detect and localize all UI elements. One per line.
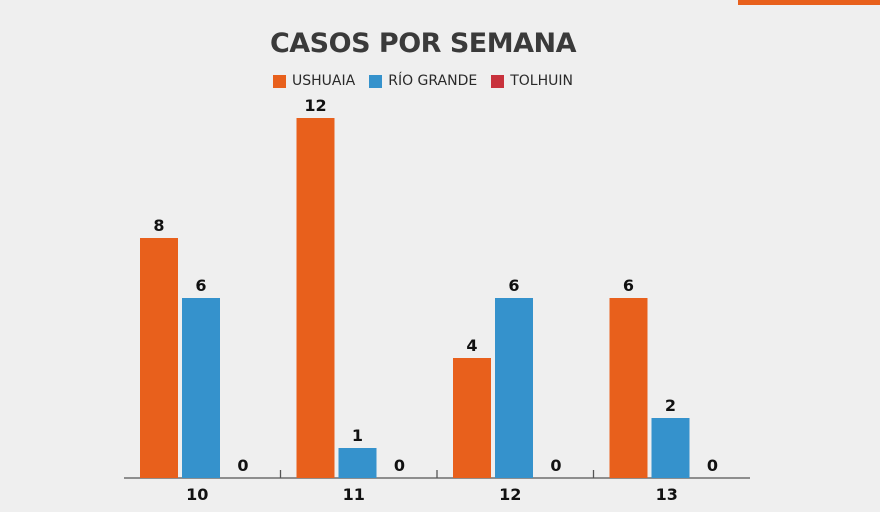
data-label: 0: [237, 456, 248, 475]
chart-title: CASOS POR SEMANA: [269, 28, 577, 59]
x-tick-label: 13: [656, 485, 678, 504]
data-label: 0: [550, 456, 561, 475]
data-label: 6: [623, 276, 634, 295]
bar-ushuaia-13: [609, 298, 648, 478]
bar-r-o-grande-11: [338, 448, 377, 478]
data-label: 8: [153, 216, 164, 235]
legend-item-rio-grande: RÍO GRANDE: [369, 73, 477, 89]
data-label: 4: [466, 336, 477, 355]
bar-r-o-grande-12: [495, 298, 533, 478]
data-label: 12: [304, 96, 326, 115]
bar-r-o-grande-10: [182, 298, 220, 478]
legend-label-rio-grande: RÍO GRANDE: [388, 73, 478, 89]
legend: USHUAIA RÍO GRANDE TOLHUIN: [0, 73, 846, 89]
data-label: 1: [352, 426, 363, 445]
legend-item-tolhuin: TOLHUIN: [491, 73, 573, 89]
legend-swatch-tolhuin: [491, 74, 505, 88]
x-tick-label: 11: [343, 485, 365, 504]
legend-item-ushuaia: USHUAIA: [273, 73, 355, 89]
bar-ushuaia-10: [140, 238, 178, 478]
legend-swatch-rio-grande: [369, 74, 383, 88]
data-label: 6: [195, 276, 206, 295]
legend-label-ushuaia: USHUAIA: [292, 73, 356, 89]
data-label: 2: [665, 396, 676, 415]
data-label: 6: [508, 276, 519, 295]
bar-ushuaia-11: [296, 118, 335, 478]
top-accent-bar: [738, 0, 880, 5]
data-label: 0: [394, 456, 405, 475]
x-tick-label: 10: [186, 485, 208, 504]
bar-r-o-grande-13: [651, 418, 690, 478]
legend-swatch-ushuaia: [273, 74, 287, 88]
data-label: 0: [707, 456, 718, 475]
legend-label-tolhuin: TOLHUIN: [510, 73, 573, 89]
bar-ushuaia-12: [453, 358, 491, 478]
x-tick-label: 12: [499, 485, 521, 504]
